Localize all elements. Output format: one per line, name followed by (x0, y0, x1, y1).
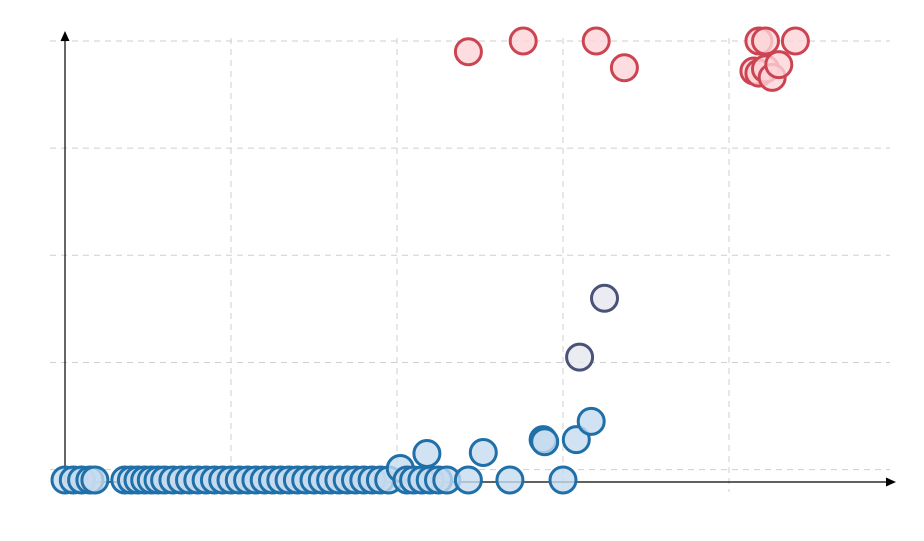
data-point (576, 406, 606, 436)
y-axis-arrowhead (60, 31, 70, 41)
data-point (412, 439, 442, 468)
x-axis-arrowhead (886, 477, 896, 487)
data-point (530, 427, 560, 457)
data-point (565, 342, 595, 372)
axes (60, 31, 896, 487)
data-point (468, 438, 498, 467)
data-point (453, 465, 483, 495)
grid-lines (50, 38, 890, 492)
data-point (453, 37, 483, 67)
data-point (495, 465, 525, 495)
data-point (508, 26, 538, 56)
data-point (609, 53, 639, 83)
data-point (764, 50, 794, 80)
data-point (751, 26, 780, 56)
data-points (50, 26, 810, 495)
data-point (780, 26, 810, 56)
data-point (590, 283, 619, 313)
data-point (80, 465, 110, 495)
data-point (581, 26, 611, 56)
data-point (548, 465, 578, 495)
